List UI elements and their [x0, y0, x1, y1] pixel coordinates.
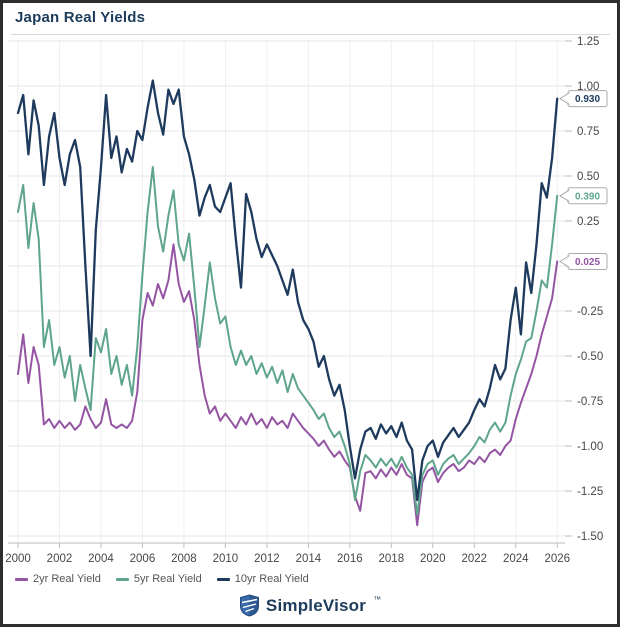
svg-text:2006: 2006: [130, 553, 156, 565]
svg-text:0.75: 0.75: [577, 126, 599, 138]
legend-dash-5yr: [115, 577, 129, 581]
legend-dash-10yr: [216, 577, 230, 581]
svg-text:0.025: 0.025: [575, 257, 600, 268]
chart-title: Japan Real Yields: [15, 9, 146, 26]
brand-trademark: ™: [373, 595, 382, 604]
legend-item-2yr: 2yr Real Yield: [15, 573, 101, 585]
svg-text:1.00: 1.00: [577, 81, 599, 93]
brand-name: SimpleVisor: [265, 595, 367, 615]
svg-text:-0.50: -0.50: [577, 351, 603, 363]
svg-text:2010: 2010: [213, 553, 239, 565]
svg-text:2024: 2024: [503, 553, 529, 565]
title-divider: [11, 34, 610, 35]
svg-text:1.25: 1.25: [577, 36, 599, 48]
svg-text:2018: 2018: [379, 553, 405, 565]
svg-text:-1.25: -1.25: [577, 486, 603, 498]
simplevisor-shield-icon: [239, 594, 259, 617]
svg-text:2020: 2020: [420, 553, 446, 565]
svg-text:2014: 2014: [296, 553, 322, 565]
legend-dash-2yr: [15, 577, 28, 581]
svg-text:0.50: 0.50: [577, 171, 599, 183]
svg-text:-0.75: -0.75: [577, 396, 603, 408]
svg-text:0.930: 0.930: [575, 94, 600, 105]
svg-text:2012: 2012: [254, 553, 280, 565]
svg-text:0.25: 0.25: [577, 216, 599, 228]
svg-text:0.390: 0.390: [575, 191, 600, 202]
legend-label-5yr: 5yr Real Yield: [133, 573, 202, 585]
legend-item-5yr: 5yr Real Yield: [115, 573, 202, 585]
legend-label-10yr: 10yr Real Yield: [234, 573, 309, 585]
chart-legend: 2yr Real Yield 5yr Real Yield 10yr Real …: [15, 573, 309, 585]
svg-text:-0.25: -0.25: [577, 306, 603, 318]
chart-canvas: 1.251.000.750.500.250.00-0.25-0.50-0.75-…: [5, 36, 608, 565]
svg-text:-1.50: -1.50: [577, 531, 603, 543]
svg-text:2016: 2016: [337, 553, 363, 565]
svg-text:2000: 2000: [5, 553, 31, 565]
svg-text:2026: 2026: [544, 553, 570, 565]
last-value-callout-10yr: 0.930: [559, 90, 608, 108]
svg-text:2004: 2004: [88, 553, 114, 565]
last-value-callout-5yr: 0.390: [559, 187, 608, 205]
brand-footer: SimpleVisor ™: [3, 594, 617, 622]
svg-text:2008: 2008: [171, 553, 197, 565]
last-value-callout-2yr: 0.025: [559, 253, 608, 270]
svg-text:-1.00: -1.00: [577, 441, 603, 453]
svg-text:2002: 2002: [47, 553, 73, 565]
svg-text:2022: 2022: [461, 553, 487, 565]
legend-item-10yr: 10yr Real Yield: [216, 573, 309, 585]
legend-label-2yr: 2yr Real Yield: [33, 573, 101, 585]
